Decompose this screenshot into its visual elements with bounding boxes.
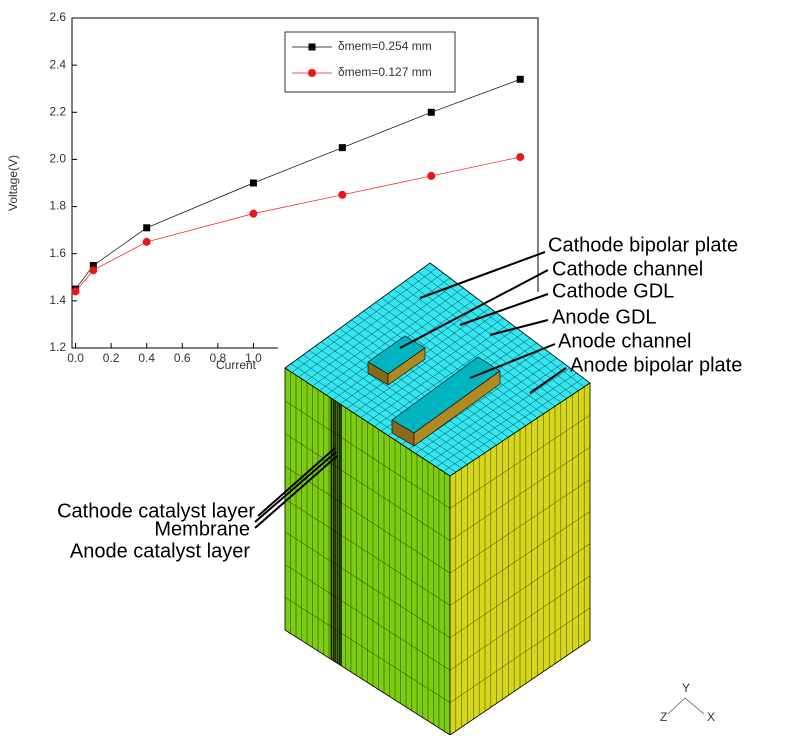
part-label: Anode bipolar plate	[570, 354, 742, 376]
part-label: Cathode GDL	[552, 280, 674, 302]
part-label: Anode GDL	[552, 306, 657, 328]
marker	[89, 266, 97, 274]
y-tick-label: 1.6	[49, 246, 66, 260]
x-tick-label: 0.6	[174, 351, 191, 365]
legend-label: δmem=0.254 mm	[338, 39, 432, 53]
marker	[338, 191, 346, 199]
y-tick-label: 2.6	[49, 10, 66, 24]
legend-marker	[308, 69, 316, 77]
marker	[143, 238, 151, 246]
part-label: Cathode bipolar plate	[548, 234, 738, 256]
y-tick-label: 1.8	[49, 199, 66, 213]
legend-marker	[309, 44, 316, 51]
x-axis-label: Current	[216, 358, 257, 372]
marker	[249, 210, 257, 218]
marker	[517, 76, 524, 83]
x-tick-label: 0.2	[103, 351, 120, 365]
y-tick-label: 1.2	[49, 340, 66, 354]
y-axis-label: Voltage(V)	[6, 155, 20, 211]
legend-label: δmem=0.127 mm	[338, 65, 432, 79]
part-label: Anode channel	[558, 330, 691, 352]
y-tick-label: 1.4	[49, 293, 66, 307]
x-tick-label: 0.0	[67, 351, 84, 365]
part-label: Membrane	[154, 518, 250, 540]
figure: 1.21.41.61.82.02.22.42.60.00.20.40.60.81…	[0, 0, 807, 735]
part-label: Cathode channel	[552, 258, 703, 280]
y-tick-label: 2.0	[49, 152, 66, 166]
axis-name: Z	[660, 710, 667, 724]
marker	[427, 172, 435, 180]
series-line	[76, 157, 521, 291]
marker	[72, 287, 80, 295]
axis-name: X	[707, 710, 715, 724]
marker	[250, 180, 257, 187]
series-line	[76, 79, 521, 289]
marker	[428, 109, 435, 116]
marker	[339, 144, 346, 151]
y-tick-label: 2.4	[49, 57, 66, 71]
axis-name: Y	[682, 681, 690, 695]
part-label: Anode catalyst layer	[70, 540, 250, 562]
marker	[516, 153, 524, 161]
marker	[143, 224, 150, 231]
x-tick-label: 0.4	[138, 351, 155, 365]
y-tick-label: 2.2	[49, 104, 66, 118]
